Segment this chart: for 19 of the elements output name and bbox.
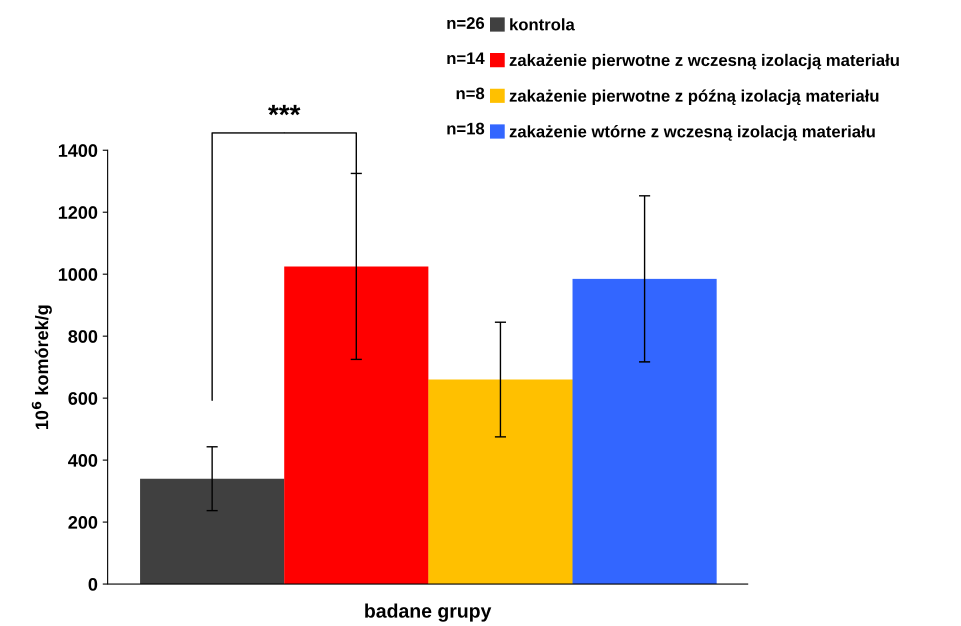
y-tick-label: 200 [68,516,98,529]
y-tick-label: 400 [68,454,98,467]
y-tick-label: 1200 [58,206,98,219]
y-tick-label: 1400 [58,144,98,157]
y-tick-label: 0 [88,578,98,591]
legend-label: zakażenie wtórne z wczesną izolacją materiału [510,125,875,141]
legend-label: kontrola [510,18,575,30]
text: n=14 [447,52,485,64]
text: n=18 [447,122,484,134]
y-axis-title: 10$^{6}$ komórek/g [32,306,52,430]
x-axis-title: badane grupy [365,604,492,622]
y-tick-label: 600 [68,392,98,405]
legend-label: zakażenie pierwotne z późną izolacją materiału [510,89,878,106]
text: n=26 [447,17,484,29]
text: n=8 [456,88,484,100]
text: *** [268,104,300,116]
y-tick-label: 1000 [58,268,98,281]
y-tick-label: 800 [68,330,98,343]
legend-label: zakażenie pierwotne z wczesną izolacją materiału [510,54,899,70]
